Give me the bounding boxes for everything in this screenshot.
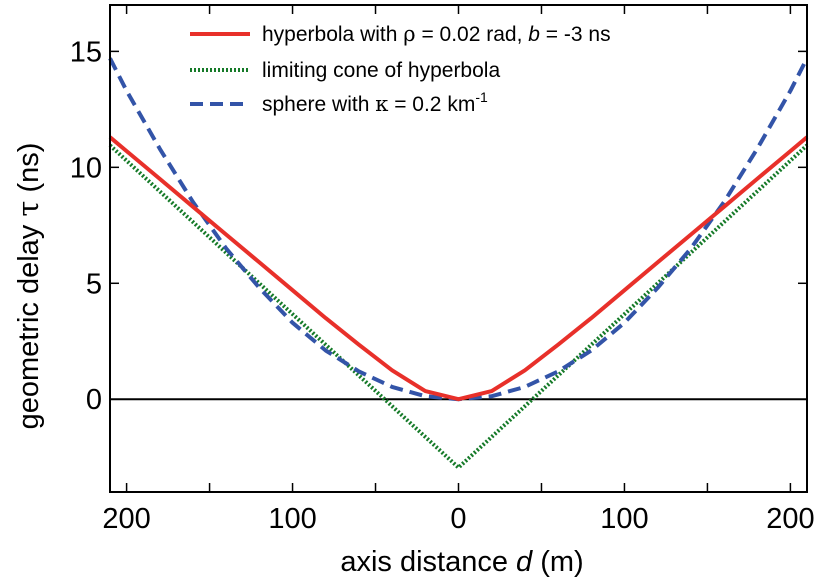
legend-label-cone: limiting cone of hyperbola (262, 59, 500, 82)
legend-label-sphere: sphere with κ = 0.2 km-1 (262, 89, 488, 116)
y-tick-label: 15 (70, 36, 102, 68)
y-tick-label: 5 (86, 268, 102, 300)
plot-layer (108, 57, 809, 470)
legend-label-hyperbola: hyperbola with ρ = 0.02 rad, b = -3 ns (262, 22, 611, 46)
x-tick-label: 100 (600, 503, 648, 535)
legend: hyperbola with ρ = 0.02 rad, b = -3 ns l… (190, 22, 611, 116)
y-axis-label: geometric delay τ (ns) (11, 143, 45, 430)
x-tick-label: 0 (450, 503, 466, 535)
x-tick-label: 200 (766, 503, 814, 535)
y-tick-label: 10 (70, 152, 102, 184)
x-tick-label: 100 (268, 503, 316, 535)
axes-layer: 200 100 0 100 200 0 5 10 15 (70, 4, 815, 535)
x-tick-label: 200 (102, 503, 150, 535)
x-axis-label: axis distance d (m) (340, 546, 583, 578)
series-line-cone (108, 143, 809, 470)
y-tick-label: 0 (86, 384, 102, 416)
series-line-hyperbola (108, 135, 809, 402)
